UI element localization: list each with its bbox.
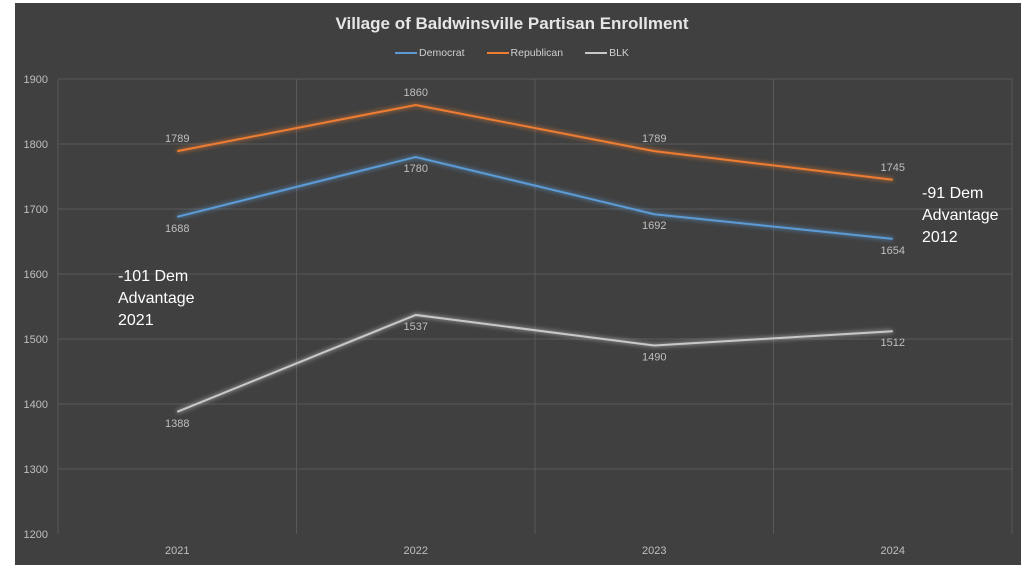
y-tick-label: 1400 — [24, 399, 48, 411]
data-label: 1654 — [881, 245, 905, 257]
y-tick-label: 1900 — [24, 74, 48, 86]
x-tick-label: 2024 — [881, 545, 905, 557]
y-tick-label: 1200 — [24, 529, 48, 541]
series-line-blk — [176, 313, 893, 413]
series-line-democrat — [177, 155, 893, 240]
series-line-republican — [177, 103, 893, 181]
x-tick-label: 2023 — [642, 545, 666, 557]
y-tick-label: 1500 — [24, 334, 48, 346]
chart-area — [15, 3, 1021, 565]
annotation-line: -91 Dem — [922, 185, 984, 202]
y-tick-label: 1300 — [24, 464, 48, 476]
data-label: 1789 — [642, 133, 666, 145]
y-tick-label: 1800 — [24, 139, 48, 151]
y-tick-label: 1600 — [24, 269, 48, 281]
y-tick-label: 1700 — [24, 204, 48, 216]
legend-label: Republican — [510, 47, 564, 59]
legend-swatch — [585, 52, 608, 54]
annotation-line: Advantage — [922, 207, 999, 224]
data-label: 1388 — [165, 418, 189, 430]
annotation-line: Advantage — [118, 290, 195, 307]
legend-swatch — [486, 52, 509, 54]
data-label: 1860 — [404, 87, 428, 99]
data-label: 1490 — [642, 352, 666, 364]
legend-label: BLK — [609, 47, 629, 59]
legend-swatch — [395, 52, 418, 54]
x-tick-label: 2021 — [165, 545, 189, 557]
annotation-line: 2012 — [922, 229, 958, 246]
annotation-2021: -101 Dem Advantage 2021 — [118, 266, 195, 332]
annotation-line: -101 Dem — [118, 268, 189, 285]
x-tick-label: 2022 — [404, 545, 428, 557]
data-label: 1512 — [881, 337, 905, 349]
legend-label: Democrat — [419, 47, 465, 59]
annotation-line: 2021 — [118, 312, 154, 329]
data-label: 1688 — [165, 223, 189, 235]
data-label: 1537 — [404, 321, 428, 333]
legend-item-republican: Republican — [486, 47, 564, 59]
legend-item-democrat: Democrat — [395, 47, 465, 59]
legend-item-blk: BLK — [585, 47, 629, 59]
data-label: 1780 — [404, 163, 428, 175]
annotation-2012: -91 Dem Advantage 2012 — [922, 183, 999, 249]
legend: Democrat Republican BLK — [0, 47, 1024, 59]
data-label: 1789 — [165, 133, 189, 145]
data-label: 1745 — [881, 162, 905, 174]
chart-title: Village of Baldwinsville Partisan Enroll… — [335, 14, 689, 33]
data-label: 1692 — [642, 220, 666, 232]
